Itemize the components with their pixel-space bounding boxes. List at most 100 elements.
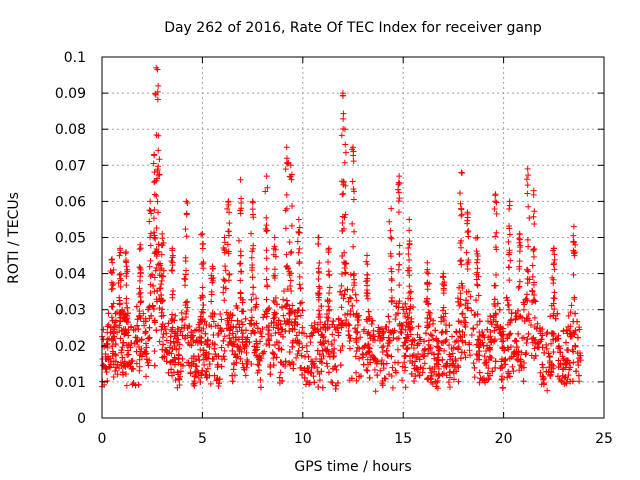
- data-point: [315, 240, 322, 247]
- data-point: [471, 311, 478, 318]
- data-point: [506, 331, 513, 338]
- data-point: [507, 373, 514, 380]
- data-point: [406, 283, 413, 290]
- data-point: [307, 369, 314, 376]
- data-point: [106, 364, 113, 371]
- data-point: [364, 367, 371, 374]
- data-point: [116, 300, 123, 307]
- data-point: [488, 321, 495, 328]
- data-point: [123, 313, 130, 320]
- data-point: [168, 267, 175, 274]
- data-point: [173, 346, 180, 353]
- data-point: [378, 344, 385, 351]
- data-point: [168, 372, 175, 379]
- data-point: [570, 249, 577, 256]
- data-point: [515, 284, 522, 291]
- data-point: [550, 260, 557, 267]
- data-point: [425, 337, 432, 344]
- data-point: [117, 283, 124, 290]
- data-point: [198, 334, 205, 341]
- data-point: [360, 351, 367, 358]
- data-point: [364, 252, 371, 259]
- data-point: [282, 320, 289, 327]
- data-point: [442, 310, 449, 317]
- data-point: [383, 360, 390, 367]
- data-point: [224, 205, 231, 212]
- data-point: [179, 332, 186, 339]
- data-point: [504, 335, 511, 342]
- data-point: [468, 331, 475, 338]
- data-point: [509, 363, 516, 370]
- data-point: [137, 245, 144, 252]
- data-point: [315, 296, 322, 303]
- data-point: [126, 361, 133, 368]
- data-point: [155, 172, 162, 179]
- data-point: [179, 315, 186, 322]
- data-point: [226, 209, 233, 216]
- data-point: [112, 368, 119, 375]
- data-point: [275, 317, 282, 324]
- data-point: [351, 228, 358, 235]
- data-point: [289, 302, 296, 309]
- data-point: [342, 141, 349, 148]
- data-point: [421, 360, 428, 367]
- data-point: [294, 350, 301, 357]
- data-point: [153, 64, 160, 71]
- data-point: [149, 302, 156, 309]
- data-point: [249, 206, 256, 213]
- data-point: [562, 360, 569, 367]
- data-point: [266, 305, 273, 312]
- data-point: [565, 312, 572, 319]
- data-point: [291, 318, 298, 325]
- data-point: [329, 365, 336, 372]
- data-point: [263, 247, 270, 254]
- data-point: [551, 331, 558, 338]
- data-point: [263, 214, 270, 221]
- data-point: [545, 369, 552, 376]
- data-point: [199, 230, 206, 237]
- data-point: [137, 315, 144, 322]
- data-point: [543, 330, 550, 337]
- data-point: [225, 248, 232, 255]
- data-point: [540, 381, 547, 388]
- data-point: [387, 253, 394, 260]
- data-point: [476, 369, 483, 376]
- data-point: [109, 348, 116, 355]
- data-point: [215, 331, 222, 338]
- data-point: [207, 380, 214, 387]
- data-point: [491, 296, 498, 303]
- data-point: [267, 363, 274, 370]
- data-point: [354, 316, 361, 323]
- data-point: [365, 341, 372, 348]
- data-point: [142, 318, 149, 325]
- data-point: [123, 248, 130, 255]
- data-point: [455, 346, 462, 353]
- data-point: [315, 275, 322, 282]
- data-point: [407, 303, 414, 310]
- data-point: [339, 191, 346, 198]
- data-point: [143, 373, 150, 380]
- data-point: [146, 218, 153, 225]
- data-point: [172, 312, 179, 319]
- data-point: [226, 220, 233, 227]
- y-tick-label: 0.09: [55, 86, 86, 102]
- data-point: [278, 346, 285, 353]
- data-point: [298, 364, 305, 371]
- data-point: [181, 335, 188, 342]
- data-point: [404, 345, 411, 352]
- data-point: [425, 350, 432, 357]
- data-point: [514, 351, 521, 358]
- data-point: [487, 372, 494, 379]
- data-point: [289, 339, 296, 346]
- data-point: [283, 251, 290, 258]
- x-tick-label: 0: [98, 431, 107, 447]
- data-point: [216, 380, 223, 387]
- data-point: [480, 342, 487, 349]
- data-points: [99, 64, 584, 395]
- data-point: [457, 244, 464, 251]
- data-point: [559, 378, 566, 385]
- data-point: [146, 303, 153, 310]
- data-point: [146, 335, 153, 342]
- data-point: [410, 336, 417, 343]
- data-point: [117, 245, 124, 252]
